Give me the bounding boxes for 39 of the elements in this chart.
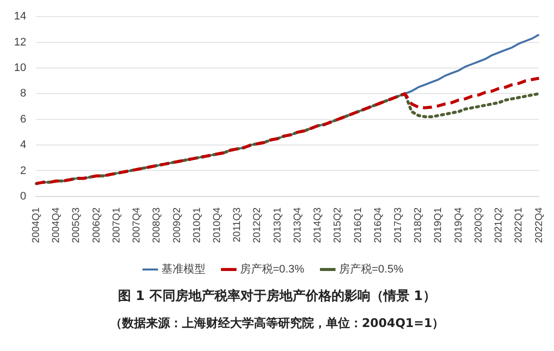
x-tick-label: 2013Q4 <box>292 206 304 244</box>
y-tick-label: 4 <box>20 139 26 152</box>
x-tick-label: 2011Q3 <box>232 206 244 242</box>
x-tick-label: 2010Q4 <box>212 206 223 244</box>
y-tick-label: 12 <box>14 36 26 48</box>
x-tick-label: 2019Q4 <box>453 206 464 244</box>
x-tick-label: 2012Q2 <box>252 206 264 244</box>
x-tick-label: 2015Q2 <box>332 206 344 244</box>
x-tick-label: 2010Q1 <box>192 206 203 244</box>
x-tick-label: 2016Q1 <box>352 206 364 244</box>
text: （数据来源：上海财经大学高等研究院，单位：2004Q1=1） <box>108 315 446 332</box>
x-tick-label: 2022Q1 <box>514 206 525 244</box>
legend-label: 基准模型 <box>161 262 206 276</box>
x-tick-label: 2022Q4 <box>534 206 545 244</box>
y-tick-label: 0 <box>20 190 26 202</box>
legend-label: 房产税=0.5% <box>338 262 404 276</box>
x-tick-label: 2016Q4 <box>372 206 384 244</box>
text: 图 1 不同房地产税率对于房地产价格的影响（情景 1） <box>117 288 437 305</box>
x-tick-label: 2004Q4 <box>51 206 62 244</box>
legend-label: 房产税=0.3% <box>240 262 304 276</box>
y-tick-label: 8 <box>20 88 26 100</box>
x-tick-label: 2006Q2 <box>91 206 102 244</box>
x-tick-label: 2008Q3 <box>152 206 163 244</box>
x-tick-label: 2009Q2 <box>172 206 183 244</box>
y-tick-label: 6 <box>20 113 26 126</box>
y-tick-label: 14 <box>14 10 26 23</box>
x-tick-label: 2013Q1 <box>272 206 284 244</box>
x-tick-label: 2014Q3 <box>312 206 324 244</box>
x-tick-label: 2018Q2 <box>413 206 424 244</box>
x-tick-label: 2007Q1 <box>111 206 122 244</box>
x-tick-label: 2017Q3 <box>392 206 404 244</box>
x-tick-label: 2021Q2 <box>494 206 505 244</box>
x-tick-label: 2020Q3 <box>473 206 484 244</box>
y-tick-label: 10 <box>14 62 26 74</box>
y-tick-label: 2 <box>20 164 26 177</box>
x-tick-label: 2004Q1 <box>30 206 42 244</box>
x-tick-label: 2019Q1 <box>433 206 444 244</box>
x-tick-label: 2005Q3 <box>71 206 82 244</box>
x-tick-label: 2007Q4 <box>132 206 143 244</box>
